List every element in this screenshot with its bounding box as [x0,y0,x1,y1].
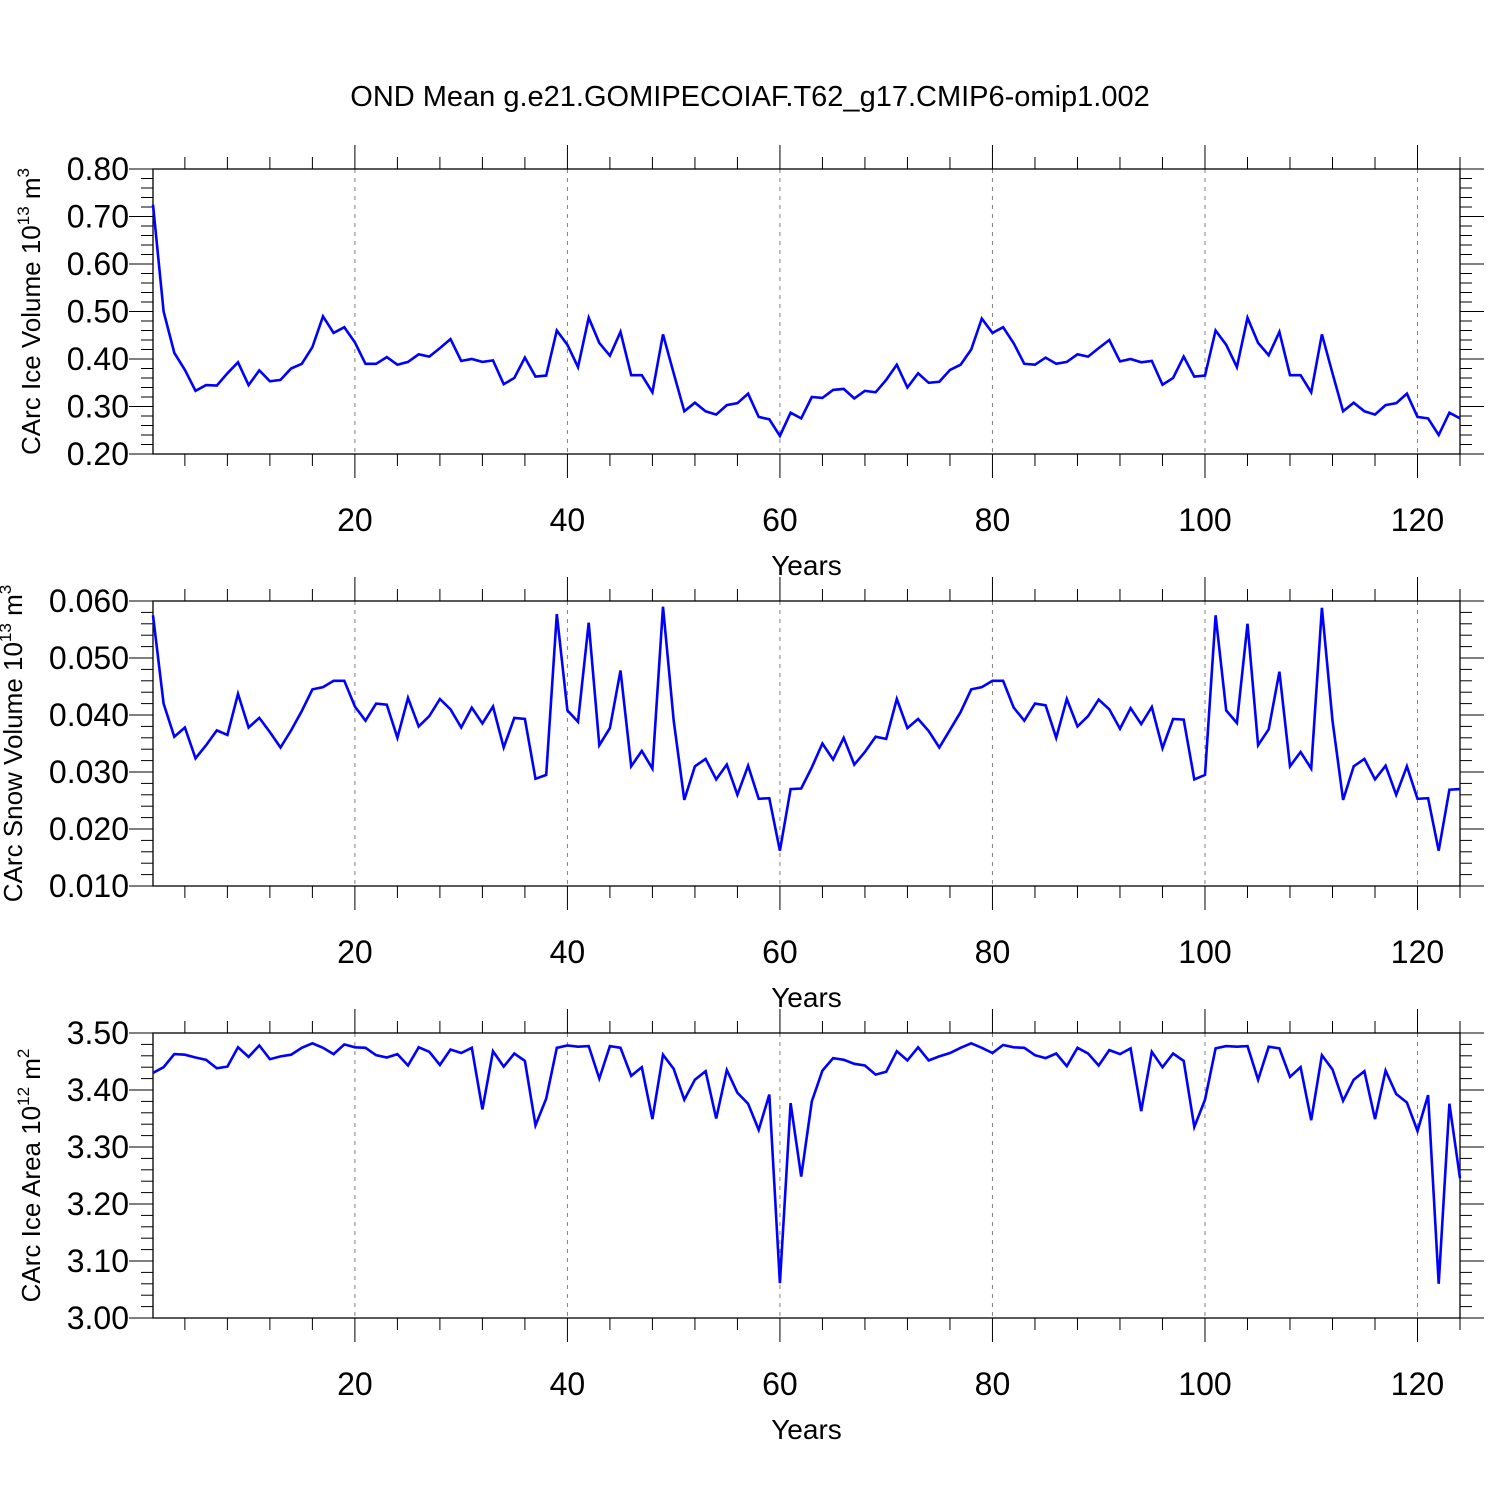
x-tick-label: 80 [975,502,1011,538]
y-tick-label: 0.40 [67,341,129,377]
x-tick-label: 80 [975,1366,1011,1402]
chart-panel-3: 3.00 3.10 3.20 3.30 3.40 3.50 20 40 60 80 100 120 Ye… [14,1009,1484,1445]
x-tick-label: 20 [337,1366,373,1402]
y-tick-label: 0.60 [67,246,129,282]
y-axis-label: CArc Ice Area 1012 m2 [14,1049,46,1303]
y-tick-label: 0.040 [49,697,129,733]
y-tick-label: 0.70 [67,199,129,235]
y-tick-label: 0.020 [49,811,129,847]
x-axis-label: Years [771,550,842,581]
y-tick-label: 3.00 [67,1300,129,1336]
y-tick-label: 3.20 [67,1186,129,1222]
x-axis-label: Years [771,1414,842,1445]
y-tick-label: 0.20 [67,436,129,472]
y-tick-label: 0.50 [67,294,129,330]
x-tick-label: 40 [550,1366,586,1402]
series-line [152,1041,1462,1284]
x-tick-label: 100 [1178,934,1231,970]
x-tick-label: 100 [1178,502,1231,538]
chart-title: OND Mean g.e21.GOMIPECOIAF.T62_g17.CMIP6… [350,81,1150,113]
x-tick-label: 20 [337,502,373,538]
y-tick-label: 0.030 [49,754,129,790]
x-tick-label: 120 [1391,934,1444,970]
y-tick-label: 0.060 [49,583,129,619]
y-axis-label: CArc Snow Volume 1013 m3 [0,585,28,902]
x-tick-label: 20 [337,934,373,970]
series-line [151,606,1461,851]
x-tick-label: 120 [1391,1366,1444,1402]
y-tick-label: 3.40 [67,1072,129,1108]
x-tick-label: 100 [1178,1366,1231,1402]
y-tick-label: 0.30 [67,389,129,425]
x-tick-label: 40 [550,502,586,538]
chart-panel-2: 0.010 0.020 0.030 0.040 0.050 0.060 20 40 60 80 10… [0,577,1484,1013]
plot-frame [152,1032,1461,1319]
x-tick-label: 60 [762,1366,798,1402]
chart-panel-1: 0.20 0.30 0.40 0.50 0.60 0.70 0.80 20 40 60 80 100 1… [14,145,1484,581]
x-tick-label: 60 [762,934,798,970]
y-tick-label: 0.050 [49,640,129,676]
x-tick-label: 80 [975,934,1011,970]
x-tick-label: 120 [1391,502,1444,538]
plot-frame [152,600,1461,887]
y-tick-label: 0.010 [49,868,129,904]
y-tick-label: 0.80 [67,151,129,187]
plot-frame [152,168,1461,455]
series-line [151,204,1461,439]
x-tick-label: 40 [550,934,586,970]
y-tick-label: 3.30 [67,1129,129,1165]
x-axis-label: Years [771,982,842,1013]
y-axis-label: CArc Ice Volume 1013 m3 [14,168,46,455]
y-tick-label: 3.50 [67,1015,129,1051]
y-tick-label: 3.10 [67,1243,129,1279]
x-tick-label: 60 [762,502,798,538]
